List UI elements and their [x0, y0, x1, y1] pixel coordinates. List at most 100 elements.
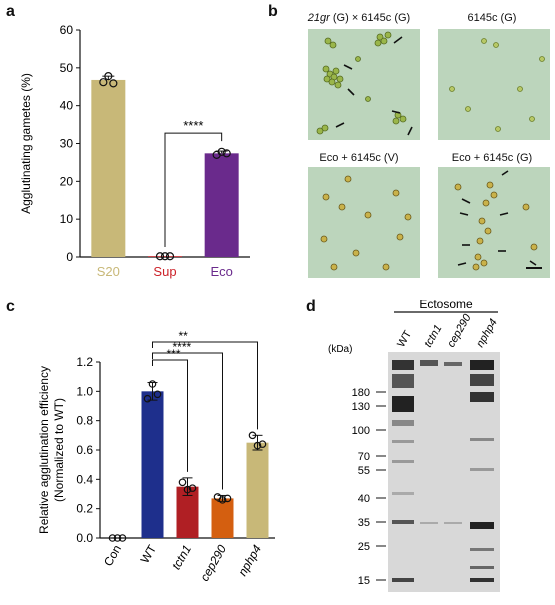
- a-significance-bracket: [164, 132, 223, 247]
- a-datapoint: [222, 149, 231, 158]
- micrograph-4-cells: [454, 170, 538, 271]
- c-significance-label: ***: [167, 347, 181, 361]
- c-significance-bracket: [152, 359, 188, 472]
- a-ytick-label: 40: [60, 99, 74, 113]
- c-bar-tctn1: [176, 486, 199, 538]
- lane-label-nphp4: nphp4: [474, 317, 500, 349]
- c-ytick-label: 1.0: [76, 384, 93, 398]
- marker-35: 35: [358, 517, 370, 529]
- micro-title-4: Eco + 6145c (G): [451, 152, 533, 164]
- c-ytick-label: 0.4: [76, 472, 93, 486]
- a-datapoint: [99, 78, 108, 87]
- a-datapoint: [104, 72, 113, 81]
- c-datapoint: [253, 441, 262, 450]
- micrograph-4: [438, 167, 550, 278]
- chart-c-agglutination-efficiency: 0.0 0.2 0.4 0.6 0.8 1.0 1.2 Relative agglutinat…: [37, 329, 275, 584]
- a-datapoint: [217, 147, 226, 156]
- micrograph-3: [308, 167, 420, 278]
- micro-title-3: Eco + 6145c (V): [319, 152, 399, 164]
- scale-bar: [526, 267, 542, 269]
- c-datapoint: [143, 394, 152, 403]
- marker-100: 100: [352, 425, 370, 437]
- a-xtick-label-Sup: Sup: [153, 264, 176, 279]
- panel-letter-d: d: [306, 298, 316, 315]
- lane-label-cep290: cep290: [445, 311, 474, 349]
- a-datapoint: [155, 252, 165, 261]
- c-datapoint: [223, 494, 232, 503]
- c-significance-bracket: [152, 352, 223, 490]
- blot-bands: [392, 360, 494, 582]
- c-xtick-label-nphp4: nphp4: [235, 542, 264, 578]
- a-bar-S20: [91, 79, 126, 257]
- c-ytick-label: 0.6: [76, 443, 93, 457]
- marker-25: 25: [358, 541, 370, 553]
- micrograph-1-cells: [316, 31, 413, 136]
- western-blot-figure: Ectosome (kDa) WT tctn1 cep290 nphp4 180 130…: [328, 297, 500, 592]
- lane-label-WT: WT: [395, 328, 414, 349]
- micro-title-1: 21gr (G) × 6145c (G): [307, 12, 411, 24]
- micro-title-2: 6145c (G): [467, 12, 517, 24]
- a-datapoint: [165, 252, 175, 261]
- marker-40: 40: [358, 493, 370, 505]
- micrograph-3-cells: [320, 175, 412, 271]
- c-ytick-label: 1.2: [76, 355, 93, 369]
- a-ytick-label: 0: [66, 250, 73, 264]
- c-datapoint: [183, 485, 192, 494]
- micrograph-2: [438, 29, 550, 140]
- c-significance-bracket: [152, 341, 258, 430]
- c-datapoint: [188, 484, 197, 492]
- a-datapoint: [109, 79, 118, 88]
- a-xtick-label-Eco: Eco: [210, 264, 232, 279]
- a-ytick-label: 60: [60, 23, 74, 37]
- c-datapoint: [113, 534, 122, 542]
- marker-15: 15: [358, 575, 370, 587]
- panel-d-western-blot: Ectosome (kDa) WT tctn1 cep290 nphp4 180 130…: [300, 297, 555, 600]
- a-bar-Sup: [148, 256, 182, 257]
- panel-letter-b: b: [268, 3, 278, 20]
- a-y-axis-label: Agglutinating gametes (%): [19, 73, 33, 214]
- c-bar-WT: [141, 391, 164, 538]
- a-xtick-label-S20: S20: [97, 264, 120, 279]
- lane-labels: WT tctn1 cep290 nphp4: [395, 311, 500, 349]
- c-significance-label: **: [179, 329, 189, 343]
- c-xtick-label-tctn1: tctn1: [169, 543, 194, 573]
- c-datapoint: [108, 534, 117, 542]
- a-ytick-label: 20: [60, 174, 74, 188]
- c-xtick-label-cep290: cep290: [197, 542, 229, 583]
- ectosome-title: Ectosome: [419, 300, 473, 311]
- c-xtick-label-Con: Con: [101, 543, 124, 569]
- a-significance-label: ****: [183, 118, 203, 133]
- c-datapoint: [118, 534, 127, 542]
- c-datapoint: [218, 496, 227, 504]
- kda-label: (kDa): [328, 344, 352, 355]
- c-y-axis-label-2: (Normalized to WT): [52, 398, 66, 502]
- c-datapoint: [178, 478, 187, 487]
- c-datapoint: [148, 380, 157, 388]
- marker-130: 130: [352, 401, 370, 413]
- c-bar-cep290: [211, 498, 234, 538]
- micrograph-1: [308, 29, 420, 140]
- a-datapoint: [160, 252, 170, 261]
- chart-a-agglutinating-gametes: 0 10 20 30 40 50 60 Agglutinating gametes (%) S2…: [19, 23, 250, 279]
- panel-letter-a: a: [6, 3, 15, 20]
- micrograph-2-cells: [449, 38, 545, 132]
- marker-70: 70: [358, 451, 370, 463]
- c-y-axis-label: Relative agglutination efficiency: [37, 366, 51, 534]
- a-bar-Eco: [204, 153, 239, 257]
- c-significance-label: ****: [173, 340, 192, 354]
- a-ytick-label: 50: [60, 61, 74, 75]
- panel-letter-c: c: [6, 298, 15, 315]
- c-datapoint: [248, 431, 257, 440]
- a-ytick-label: 30: [60, 137, 74, 151]
- marker-180: 180: [352, 387, 370, 399]
- c-datapoint: [258, 440, 267, 448]
- c-ytick-label: 0.0: [76, 531, 93, 545]
- c-ytick-label: 0.2: [76, 502, 93, 516]
- lane-label-tctn1: tctn1: [422, 323, 444, 350]
- a-ytick-label: 10: [60, 212, 74, 226]
- c-datapoint: [153, 390, 162, 399]
- marker-labels: 180 130 100 70 55 40 35 25 15: [352, 387, 386, 587]
- c-ytick-label: 0.8: [76, 414, 93, 428]
- c-bar-nphp4: [246, 442, 269, 538]
- marker-55: 55: [358, 465, 370, 477]
